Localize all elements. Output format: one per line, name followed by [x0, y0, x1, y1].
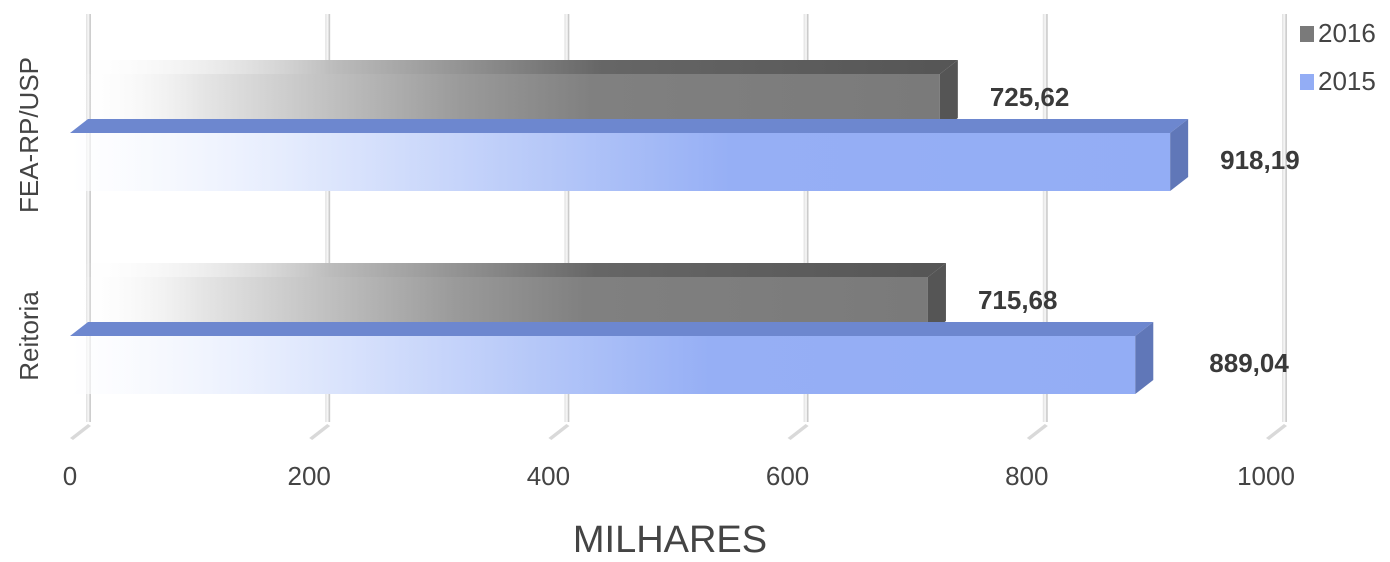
legend: 2016 2015 [1300, 18, 1376, 96]
legend-item: 2016 [1300, 18, 1376, 48]
legend-item: 2015 [1300, 66, 1376, 96]
bar [70, 119, 1189, 191]
x-tick-label: 600 [766, 461, 809, 491]
category-labels: FEA-RP/USP Reitoria [14, 57, 44, 381]
data-labels: 725,62 918,19 715,68 889,04 [978, 82, 1300, 378]
x-axis-tick-labels: 0 200 400 600 800 1000 [63, 461, 1295, 491]
data-label: 918,19 [1220, 145, 1300, 175]
legend-label: 2016 [1318, 18, 1376, 48]
data-label: 725,62 [990, 82, 1070, 112]
x-tick-label: 0 [63, 461, 77, 491]
category-label: FEA-RP/USP [14, 57, 44, 213]
x-tick-label: 200 [288, 461, 331, 491]
bars [70, 60, 1189, 394]
x-tick-label: 800 [1005, 461, 1048, 491]
bar [70, 322, 1154, 394]
category-label: Reitoria [14, 291, 44, 381]
legend-swatch [1300, 74, 1314, 90]
gridline [1266, 14, 1287, 440]
data-label: 889,04 [1209, 348, 1289, 378]
data-label: 715,68 [978, 285, 1058, 315]
x-tick-label: 400 [527, 461, 570, 491]
x-tick-label: 1000 [1237, 461, 1295, 491]
legend-label: 2015 [1318, 66, 1376, 96]
legend-swatch [1300, 26, 1314, 42]
x-axis-title: MILHARES [573, 519, 767, 561]
